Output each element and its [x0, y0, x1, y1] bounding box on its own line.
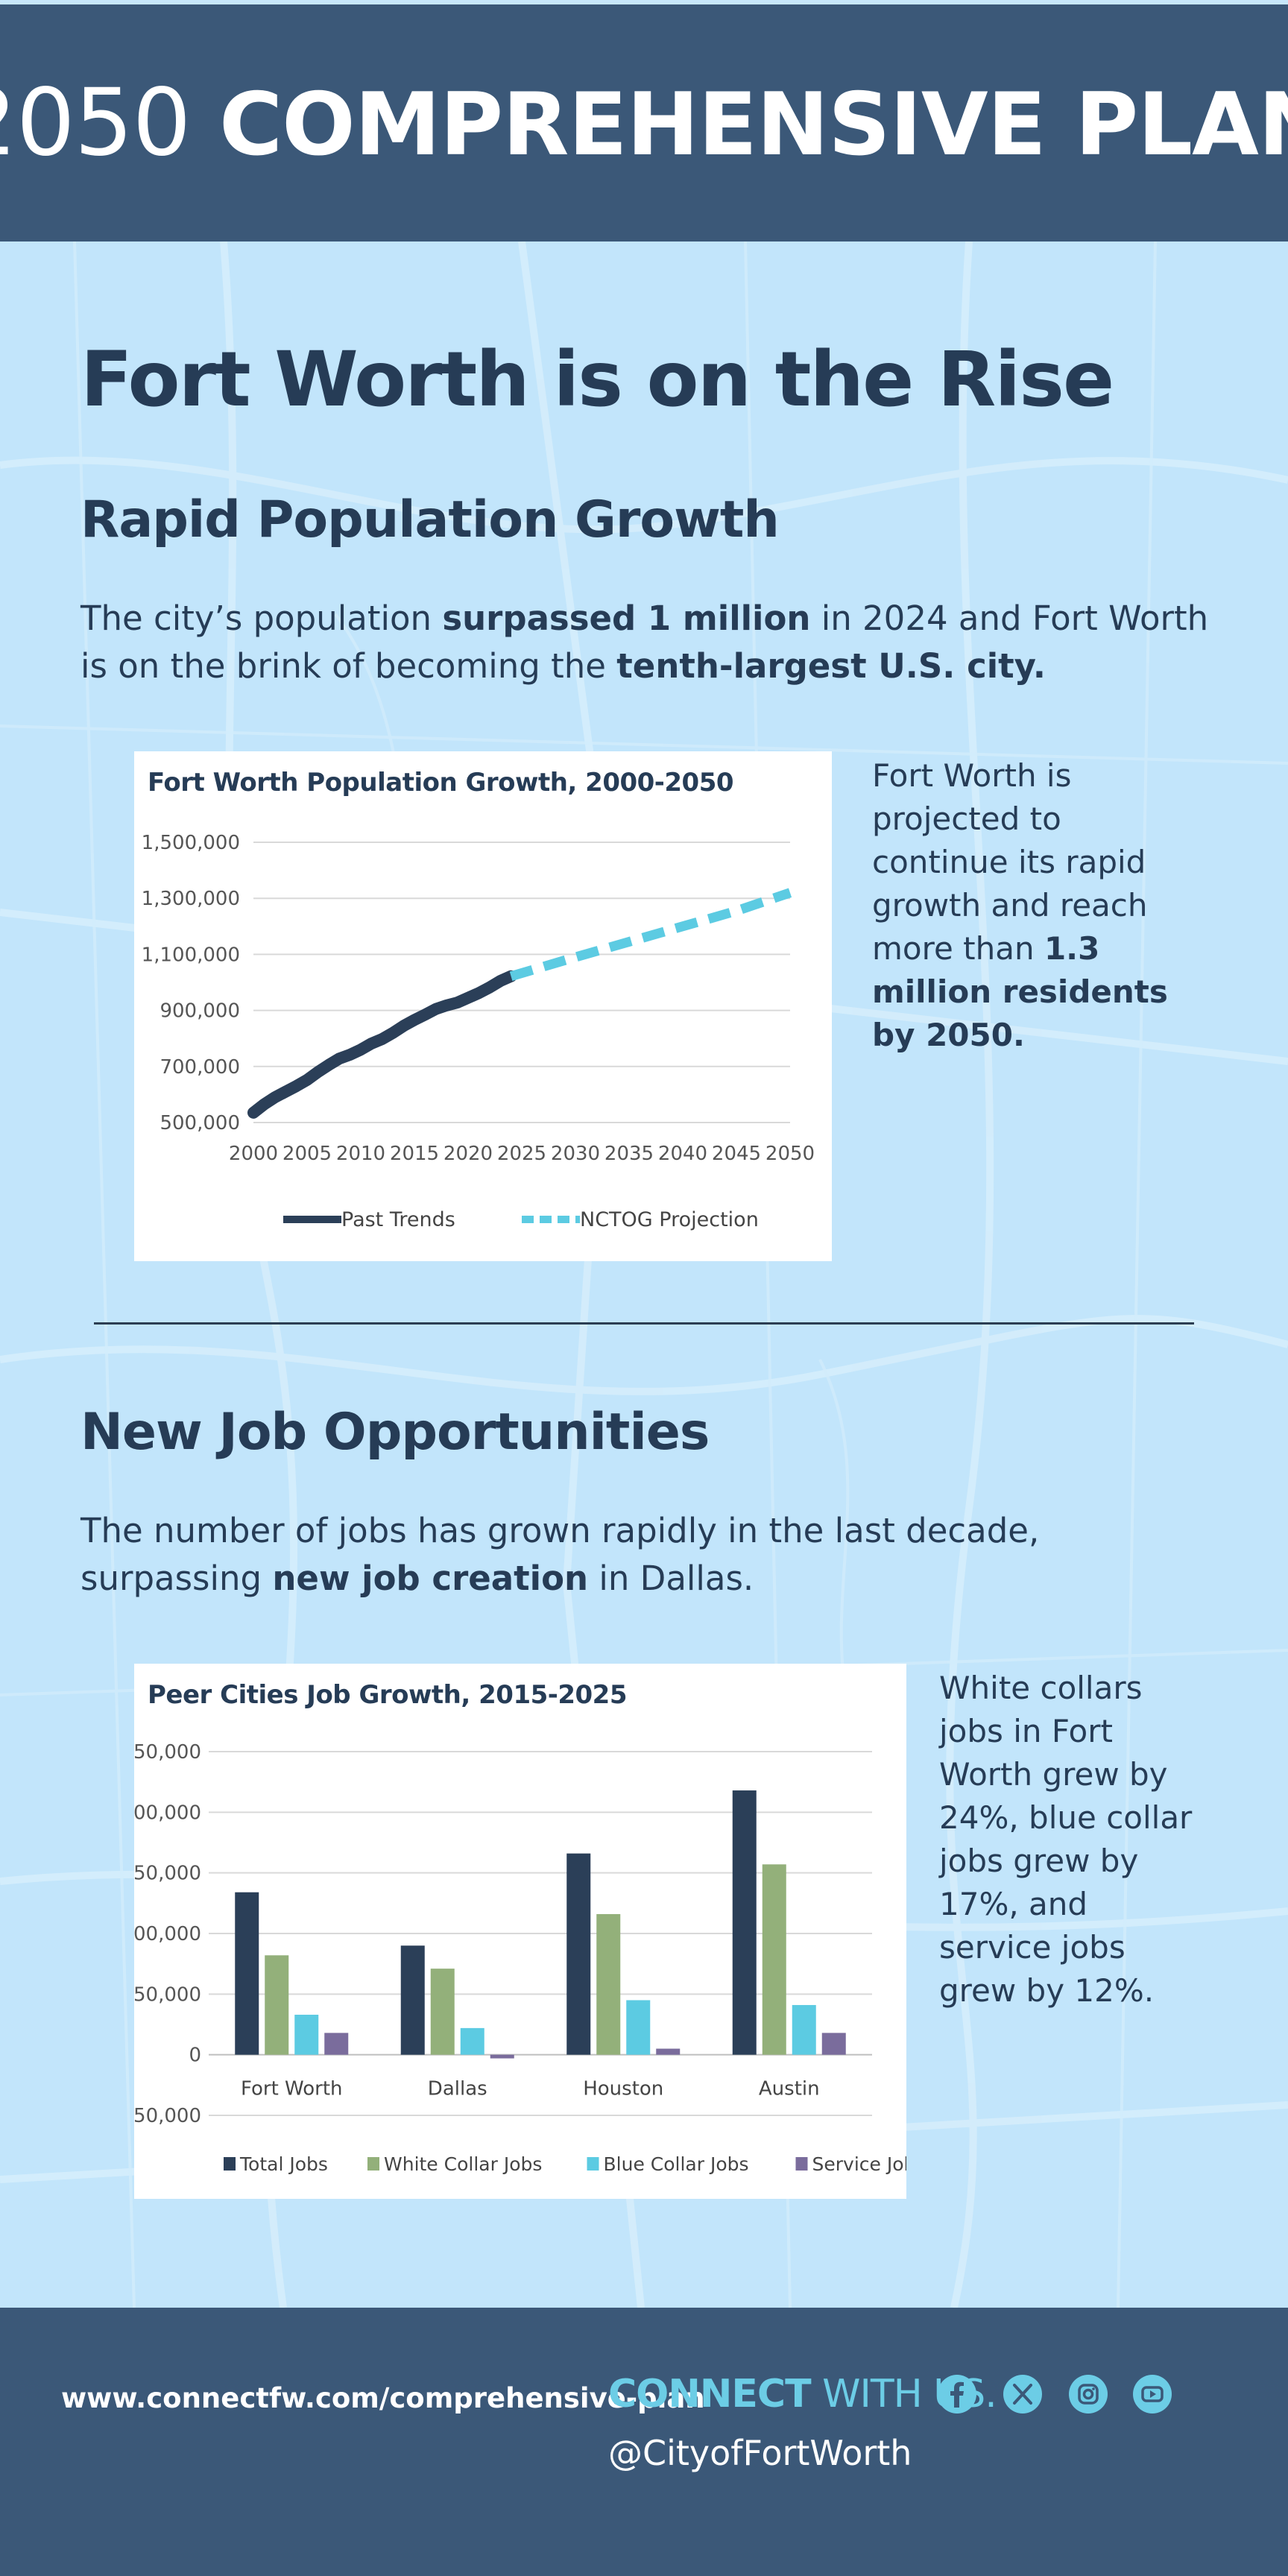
legend-label-3: Service Jobs: [812, 2153, 907, 2175]
facebook-icon[interactable]: [938, 2375, 976, 2414]
jobs-para-line1: The number of jobs has grown rapidly in …: [80, 1511, 1040, 1550]
bold-span: new job creation: [272, 1559, 589, 1598]
bar-total-jobs: [566, 1853, 591, 2055]
y-tick-label: 1,300,000: [142, 888, 240, 910]
legend-label-1: NCTOG Projection: [580, 1208, 759, 1231]
series-line-0: [247, 970, 517, 1119]
jobs-para-line2: surpassing new job creation in Dallas.: [80, 1555, 1039, 1603]
y-tick-label: 250,000: [134, 1741, 201, 1764]
category-label: Dallas: [428, 2078, 487, 2100]
x-icon[interactable]: [1003, 2375, 1042, 2414]
bar-blue-collar-jobs: [294, 2014, 319, 2055]
bar-white-collar-jobs: [430, 1969, 455, 2055]
x-tick-label: 2000: [229, 1143, 278, 1165]
main-heading: Fort Worth is on the Rise: [80, 335, 1114, 424]
y-tick-label: 900,000: [160, 1000, 240, 1023]
legend-label-2: Blue Collar Jobs: [604, 2153, 749, 2175]
population-chart-card: Fort Worth Population Growth, 2000-2050 …: [134, 751, 832, 1261]
legend-label-0: Past Trends: [341, 1208, 455, 1231]
text-span: The city’s population: [80, 599, 443, 638]
top-strip: [0, 0, 1288, 4]
category-label: Austin: [759, 2078, 820, 2100]
series-line-1: [509, 888, 792, 981]
bar-service-jobs: [821, 2033, 846, 2055]
bar-blue-collar-jobs: [460, 2027, 484, 2055]
bar-blue-collar-jobs: [626, 2000, 651, 2055]
bar-blue-collar-jobs: [792, 2004, 816, 2055]
social-handle[interactable]: @CityofFortWorth: [608, 2433, 912, 2473]
bar-total-jobs: [400, 1945, 425, 2055]
bar-white-collar-jobs: [265, 1955, 289, 2055]
x-tick-label: 2025: [497, 1143, 546, 1165]
x-tick-label: 2010: [336, 1143, 385, 1165]
instagram-icon[interactable]: [1069, 2375, 1108, 2414]
bold-span: 1.3 million residents by 2050.: [872, 930, 1168, 1053]
jobs-chart: 250,000 200,000 150,000 100,000 50,000 0 -50,0…: [134, 1741, 907, 2175]
jobs-side-note: White collars jobs in Fort Worth grew by…: [939, 1670, 1193, 2009]
population-para-line1: The city’s population surpassed 1 millio…: [80, 595, 1208, 643]
y-tick-label: 150,000: [134, 1863, 201, 1885]
text-span: in 2024 and Fort Worth: [810, 599, 1209, 638]
population-paragraph: The city’s population surpassed 1 millio…: [80, 595, 1208, 690]
page-title: 2050 COMPREHENSIVE PLAN: [0, 69, 1288, 177]
youtube-icon[interactable]: [1133, 2375, 1172, 2414]
connect-bold: CONNECT: [608, 2372, 812, 2416]
jobs-paragraph: The number of jobs has grown rapidly in …: [80, 1507, 1039, 1603]
y-tick-label: 0: [189, 2045, 201, 2067]
jobs-chart-title: Peer Cities Job Growth, 2015-2025: [148, 1680, 628, 1710]
y-tick-label: -50,000: [134, 2105, 201, 2127]
section-divider: [94, 1322, 1194, 1325]
jobs-heading: New Job Opportunities: [80, 1403, 710, 1462]
y-tick-label: 200,000: [134, 1802, 201, 1824]
y-tick-label: 1,100,000: [142, 944, 240, 966]
page-header: 2050 COMPREHENSIVE PLAN: [0, 4, 1288, 242]
y-tick-label: 700,000: [160, 1056, 240, 1079]
page-footer: [0, 2308, 1288, 2576]
legend-swatch-1: [367, 2157, 379, 2171]
x-tick-label: 2030: [551, 1143, 600, 1165]
bar-service-jobs: [490, 2054, 514, 2059]
x-tick-label: 2005: [282, 1143, 332, 1165]
population-side-note: Fort Worth is projected to continue its …: [872, 754, 1193, 1057]
website-link[interactable]: www.connectfw.com/comprehensive-plan: [61, 2382, 705, 2414]
bar-white-collar-jobs: [596, 1913, 621, 2055]
text-span: surpassing: [80, 1559, 273, 1598]
bar-service-jobs: [656, 2048, 681, 2055]
bar-total-jobs: [732, 1790, 757, 2055]
legend-swatch-0: [224, 2157, 236, 2171]
x-tick-label: 2020: [443, 1143, 493, 1165]
category-label: Fort Worth: [241, 2078, 343, 2100]
legend-label-1: White Collar Jobs: [384, 2153, 542, 2175]
y-tick-label: 1,500,000: [142, 832, 240, 854]
category-label: Houston: [583, 2078, 663, 2100]
legend-label-0: Total Jobs: [239, 2153, 328, 2175]
x-tick-label: 2050: [765, 1143, 815, 1165]
population-chart: 1,500,000 1,300,000 1,100,000 900,000 700,00…: [142, 832, 815, 1231]
title-rest: COMPREHENSIVE PLAN: [218, 75, 1288, 175]
bold-span: surpassed 1 million: [442, 599, 811, 638]
text-span: is on the brink of becoming the: [80, 646, 617, 686]
jobs-chart-card: Peer Cities Job Growth, 2015-2025 250,00…: [134, 1664, 906, 2199]
x-tick-label: 2040: [658, 1143, 707, 1165]
population-chart-title: Fort Worth Population Growth, 2000-2050: [148, 768, 734, 798]
bar-white-collar-jobs: [762, 1864, 786, 2055]
text-span: Fort Worth is projected to continue its …: [872, 757, 1148, 967]
x-tick-label: 2015: [390, 1143, 439, 1165]
bold-span: tenth-largest U.S. city.: [616, 646, 1046, 686]
y-tick-label: 50,000: [134, 1983, 201, 2006]
legend-swatch-3: [795, 2157, 808, 2171]
x-tick-label: 2045: [712, 1143, 761, 1165]
x-tick-label: 2035: [604, 1143, 654, 1165]
bar-service-jobs: [324, 2033, 349, 2055]
text-span: in Dallas.: [588, 1559, 754, 1598]
y-tick-label: 500,000: [160, 1112, 240, 1134]
title-year: 2050: [0, 69, 192, 177]
population-para-line2: is on the brink of becoming the tenth-la…: [80, 643, 1208, 690]
population-heading: Rapid Population Growth: [80, 490, 780, 549]
bar-total-jobs: [235, 1892, 259, 2055]
legend-swatch-2: [587, 2157, 599, 2171]
y-tick-label: 100,000: [134, 1923, 201, 1945]
